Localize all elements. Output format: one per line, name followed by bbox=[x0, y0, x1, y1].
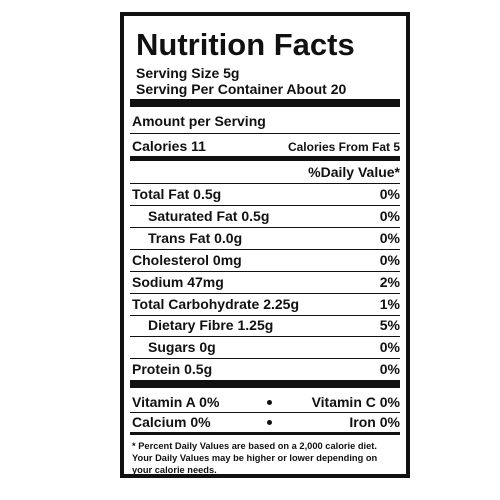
amount-per-serving: Amount per Serving bbox=[132, 113, 266, 129]
bullet bbox=[267, 400, 272, 405]
rule bbox=[130, 270, 400, 272]
rule bbox=[130, 314, 400, 316]
nutrient-label: Dietary Fibre 1.25g bbox=[148, 317, 274, 334]
daily-value: 0% bbox=[379, 339, 400, 356]
medium-rule bbox=[130, 156, 400, 161]
medium-rule bbox=[130, 432, 400, 435]
nutrient-label: Total Carbohydrate 2.25g bbox=[132, 295, 300, 312]
rule bbox=[130, 226, 400, 228]
vitamin-left: Vitamin A 0% bbox=[132, 394, 220, 410]
calories: Calories 11 bbox=[132, 138, 206, 154]
rule bbox=[130, 133, 400, 134]
rule bbox=[130, 248, 400, 250]
calories-from-fat: Calories From Fat 5 bbox=[287, 140, 400, 154]
daily-value: 2% bbox=[379, 273, 400, 290]
vitamin-right: Vitamin C 0% bbox=[311, 394, 400, 410]
footnote-line: * Percent Daily Values are based on a 2,… bbox=[132, 441, 377, 451]
rule bbox=[130, 205, 400, 206]
bullet bbox=[267, 420, 272, 425]
footnote-line: Your Daily Values may be higher or lower… bbox=[132, 453, 378, 463]
nutrient-label: Trans Fat 0.0g bbox=[148, 229, 243, 246]
vitamin-left: Calcium 0% bbox=[132, 414, 211, 430]
nutrient-label: Total Fat 0.5g bbox=[132, 186, 222, 202]
thick-rule bbox=[130, 99, 400, 107]
nutrient-label: Saturated Fat 0.5g bbox=[148, 207, 270, 224]
daily-value: 0% bbox=[379, 229, 400, 246]
vitamin-right: Iron 0% bbox=[349, 414, 400, 430]
daily-value: 0% bbox=[379, 251, 400, 268]
nutrient-label: Protein 0.5g bbox=[132, 361, 213, 378]
daily-value: 0% bbox=[379, 186, 400, 202]
daily-value: 0% bbox=[379, 361, 400, 378]
daily-value-header: %Daily Value* bbox=[308, 164, 400, 180]
nutrient-label: Sugars 0g bbox=[148, 339, 216, 356]
nutrient-label: Sodium 47mg bbox=[132, 273, 224, 290]
rule bbox=[130, 336, 400, 338]
daily-value: 0% bbox=[379, 207, 400, 224]
title: Nutrition Facts bbox=[136, 27, 355, 62]
servings-per-container: Serving Per Container About 20 bbox=[136, 81, 347, 97]
nutrient-label: Cholesterol 0mg bbox=[132, 251, 242, 268]
thick-rule bbox=[130, 380, 400, 388]
rule bbox=[130, 358, 400, 360]
rule bbox=[130, 412, 400, 413]
daily-value: 5% bbox=[379, 317, 400, 334]
label-frame bbox=[120, 12, 410, 478]
serving-size: Serving Size 5g bbox=[136, 65, 240, 81]
footnote-line: your calorie needs. bbox=[132, 465, 217, 475]
daily-value: 1% bbox=[379, 295, 400, 312]
rule bbox=[130, 183, 400, 184]
rule bbox=[130, 292, 400, 294]
